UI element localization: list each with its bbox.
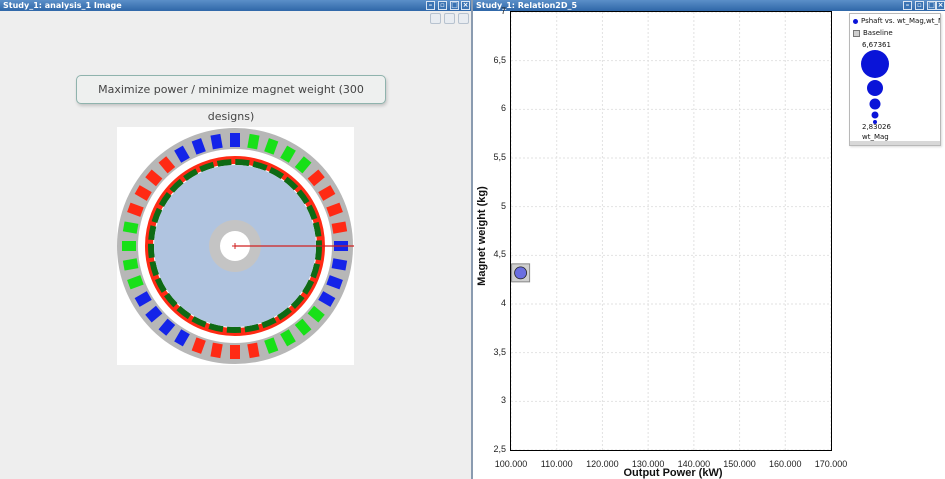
legend-size-max: 6,67361 [862,41,891,49]
stator-coil [280,145,296,163]
y-tick-label: 3 [500,395,506,406]
stator-coil [294,156,312,174]
legend-size-min: 2,83026 [862,123,891,131]
legend-series-label: Pshaft vs. wt_Mag,wt_M [861,17,941,25]
x-tick-label: 130.000 [631,459,665,469]
minimize-icon[interactable]: – [903,1,912,10]
legend-size-var: wt_Mag [862,133,889,141]
stator-coil [127,202,144,217]
restore-icon[interactable]: ▫ [438,1,447,10]
y-tick-label: 5,5 [493,152,506,162]
stator-coil [122,241,136,251]
stator-coil [127,275,144,290]
motor-cross-section-image [117,127,354,365]
x-tick-label: 160.000 [769,459,802,469]
scatter-plot [510,11,832,451]
stator-coil [174,145,190,163]
stator-coil [247,342,260,359]
stator-coil [210,342,223,359]
stator-coil [264,138,279,155]
scatter-plot-area[interactable] [510,11,832,451]
stator-coil [145,169,163,187]
stator-coil [158,156,176,174]
legend-baseline-row: Baseline [853,29,893,37]
x-axis-label: Output Power (kW) [623,467,723,479]
stator-coil [318,291,336,307]
stator-coil [230,345,240,359]
stator-coil [230,133,240,147]
relation-panel-title: Study_1: Relation2D_5 [476,1,578,10]
y-axis-label: Magnet weight (kg) [476,186,488,286]
relation-panel: Study_1: Relation2D_5 – ▫ □ × Output Pow… [473,0,945,479]
stator-coil [318,185,336,201]
x-tick-label: 120.000 [586,459,619,469]
stator-coil [326,275,343,290]
stator-coil [122,221,139,234]
stator-coil [247,133,260,150]
panel-splitter[interactable] [471,0,473,479]
relation-panel-titlebar: Study_1: Relation2D_5 – ▫ □ × [473,0,945,11]
chart-legend[interactable]: Pshaft vs. wt_Mag,wt_M Baseline 6,67361 … [849,13,941,146]
stator-coil [307,305,325,323]
stator-coil [280,329,296,347]
baseline-marker-icon [853,29,860,37]
legend-baseline-label: Baseline [863,29,893,37]
stator-coil [145,305,163,323]
maximize-icon[interactable]: □ [927,1,936,10]
series-marker-icon [853,18,858,24]
x-tick-label: 110.000 [540,459,573,469]
stator-coil [174,329,190,347]
x-tick-label: 150.000 [723,459,756,469]
fit-view-icon[interactable] [430,13,441,24]
stator-coil [326,202,343,217]
stator-coil [134,185,152,201]
y-tick-label: 4,5 [493,249,506,260]
x-tick-label: 140.000 [677,459,711,469]
legend-series-row: Pshaft vs. wt_Mag,wt_M [853,17,941,25]
stator-coil [191,138,206,155]
stator-coil [134,291,152,307]
y-tick-label: 4 [500,298,506,308]
y-tick-label: 2,5 [493,444,506,454]
maximize-icon[interactable]: □ [450,1,459,10]
y-tick-label: 3,5 [493,346,506,357]
stator-coil [294,318,312,336]
image-panel-title: Study_1: analysis_1 Image [3,1,122,10]
y-tick-label: 7 [500,6,506,16]
image-panel-titlebar: Study_1: analysis_1 Image – ▫ □ × [0,0,471,11]
restore-icon[interactable]: ▫ [915,1,924,10]
x-tick-label: 170.000 [814,459,848,469]
stator-coil [210,133,223,150]
y-tick-label: 5 [500,200,506,211]
stator-coil [191,337,206,354]
image-panel: Study_1: analysis_1 Image – ▫ □ × Maximi… [0,0,471,479]
size-scale-icon [861,50,889,124]
close-icon[interactable]: × [936,1,945,10]
y-tick-label: 6,5 [493,54,506,65]
stator-coil [331,221,348,234]
x-tick-label: 100.000 [494,459,528,469]
y-tick-label: 6 [500,103,506,114]
data-point [514,266,527,280]
close-icon[interactable]: × [461,1,470,10]
stator-coil [307,169,325,187]
stator-coil [264,337,279,354]
minimize-icon[interactable]: – [426,1,435,10]
stator-coil [331,258,348,271]
stator-coil [158,318,176,336]
objective-banner: Maximize power / minimize magnet weight … [76,75,386,123]
zoom-icon[interactable] [458,13,469,24]
pan-icon[interactable] [444,13,455,24]
stator-coil [122,258,139,271]
legend-scrollbar[interactable] [850,141,940,145]
motor-drawing [117,128,354,364]
